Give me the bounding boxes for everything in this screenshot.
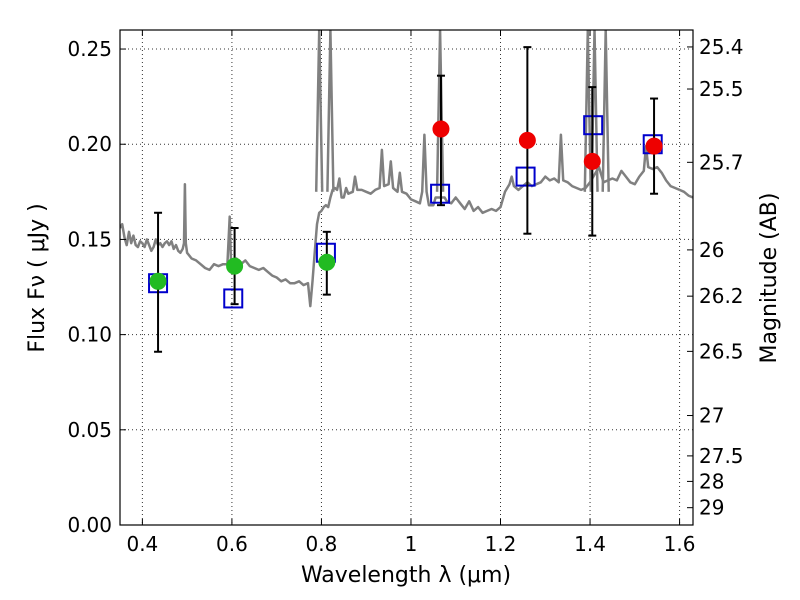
x-tick-label: 0.6	[216, 532, 248, 556]
observed-flux-point	[318, 253, 336, 271]
x-tick-label: 0.8	[306, 532, 338, 556]
y-tick-label: 0.15	[67, 227, 112, 251]
magnitude-tick-label: 26.5	[699, 339, 744, 363]
observed-flux-point	[226, 257, 244, 275]
y-tick-label: 0.10	[67, 323, 112, 347]
magnitude-tick-label: 26.2	[699, 284, 744, 308]
x-tick-label: 0.4	[126, 532, 158, 556]
ticks: 0.4 0.6 0.8 1 1.2 1.4 1.6 0.00 0.05 0.10 0.15 0.20 0…	[67, 30, 744, 556]
observed-flux-point	[149, 272, 167, 290]
emission-line-peak	[583, 30, 593, 192]
gridlines	[120, 30, 693, 526]
observed-flux-point	[518, 131, 536, 149]
x-tick-label: 1	[405, 532, 418, 556]
y-axis-label: Flux Fν ( μJy )	[25, 203, 50, 352]
y-tick-label: 0.25	[67, 37, 112, 61]
x-tick-label: 1.2	[485, 532, 517, 556]
x-tick-label: 1.4	[574, 532, 606, 556]
magnitude-tick-label: 25.5	[699, 77, 744, 101]
y-tick-label: 0.20	[67, 132, 112, 156]
magnitude-tick-label: 29	[699, 496, 724, 520]
magnitude-tick-label: 27.5	[699, 444, 744, 468]
data-layer	[120, 30, 693, 353]
plot-background	[120, 30, 693, 525]
y-tick-label: 0.00	[67, 513, 112, 537]
plot-frame	[119, 29, 694, 526]
magnitude-tick-label: 26	[699, 238, 724, 262]
magnitude-tick-label: 27	[699, 404, 724, 428]
emission-line-peak	[601, 30, 610, 192]
observed-flux-point	[432, 120, 450, 138]
emission-line-peak	[326, 30, 335, 192]
magnitude-tick-label: 25.4	[699, 35, 744, 59]
observed-flux-point	[645, 137, 663, 155]
observed-flux-point	[583, 152, 601, 170]
model-spectrum-line	[120, 133, 693, 308]
model-photometry-square	[223, 288, 244, 309]
magnitude-tick-label: 28	[699, 469, 724, 493]
emission-line-peak	[314, 30, 324, 192]
x-axis-label: Wavelength λ (μm)	[301, 563, 511, 588]
magnitude-tick-label: 25.7	[699, 150, 744, 174]
emission-line-peak	[435, 30, 445, 192]
x-tick-label: 1.6	[664, 532, 696, 556]
y2-axis-label: Magnitude (AB)	[757, 193, 782, 364]
model-photometry-square	[515, 166, 536, 187]
y-tick-label: 0.05	[67, 418, 112, 442]
